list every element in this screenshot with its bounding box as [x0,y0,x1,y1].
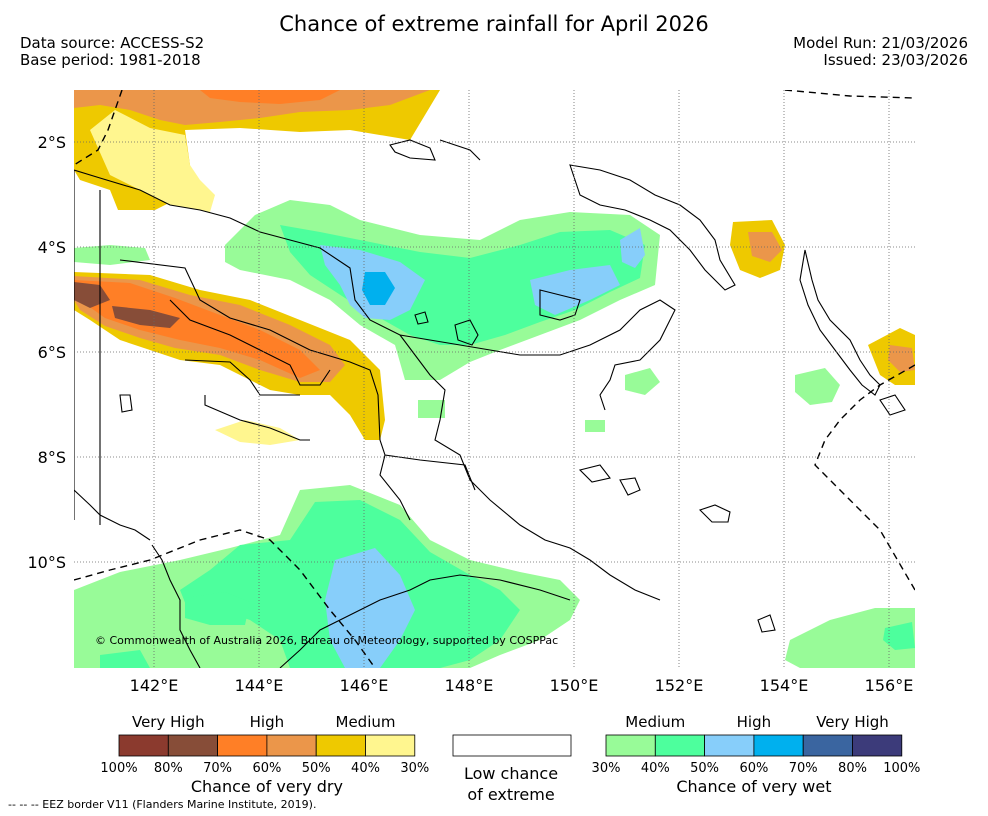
wet-level-label: High [737,713,771,731]
eez-footnote: -- -- -- EEZ border V11 (Flanders Marine… [8,798,317,811]
wet-swatch [654,734,705,757]
wet-tick: 50% [690,761,719,776]
wet-swatch [605,734,656,757]
wet-tick: 80% [838,761,867,776]
lat-tick-label: 10°S [27,553,66,572]
dry-level-label: Medium [336,713,396,731]
wet-swatch [704,734,755,757]
lon-tick-label: 156°E [865,676,914,695]
wet-level-label: Medium [625,713,685,731]
lat-tick-label: 4°S [38,238,66,257]
dry-title: Chance of very dry [191,777,343,796]
base-period: Base period: 1981-2018 [20,51,201,69]
wet-tick: 30% [592,761,621,776]
legend: 100% 80% 70% 60% 50% 40% 30% Very High High Mediu… [100,713,920,804]
wet-swatch [753,734,804,757]
wet-tick: 100% [883,761,920,776]
lat-tick-label: 6°S [38,343,66,362]
dry-swatch [365,734,416,757]
dry-swatch [118,734,169,757]
dry-tick: 70% [203,761,232,776]
wet-swatch [802,734,853,757]
lon-tick-label: 152°E [655,676,704,695]
copyright-notice: © Commonwealth of Australia 2026, Bureau… [95,634,558,647]
wet-regions [74,200,915,668]
data-info: Data source: ACCESS-S2 Base period: 1981… [20,35,204,69]
wet-tick: 40% [641,761,670,776]
neutral-title-line1: Low chance [464,764,558,783]
neutral-title-line2: of extreme [467,785,554,804]
dry-tick: 60% [252,761,281,776]
lat-tick-label: 2°S [38,133,66,152]
dry-tick: 80% [154,761,183,776]
wet-tick: 60% [739,761,768,776]
lon-tick-label: 154°E [760,676,809,695]
dry-tick: 30% [400,761,429,776]
map-layers [74,90,915,668]
graticule [74,90,915,668]
model-run: Model Run: 21/03/2026 [793,34,968,52]
wet-swatch [852,734,903,757]
dry-regions [74,90,915,445]
data-source: Data source: ACCESS-S2 [20,34,205,52]
lon-tick-label: 146°E [340,676,389,695]
wet-title: Chance of very wet [676,777,831,796]
dry-tick: 100% [100,761,137,776]
lat-tick-label: 8°S [38,448,66,467]
wet-level-label: Very High [816,713,889,731]
latitude-ticks: 2°S 4°S 6°S 8°S 10°S [27,133,66,572]
lon-tick-label: 148°E [445,676,494,695]
dry-swatch [315,734,366,757]
run-info: Model Run: 21/03/2026 Issued: 23/03/2026 [793,35,968,69]
dry-swatch [167,734,219,757]
lon-tick-label: 144°E [235,676,284,695]
issued-date: Issued: 23/03/2026 [823,51,968,69]
dry-swatch [217,734,268,757]
coastlines [74,139,906,668]
dry-tick: 40% [351,761,380,776]
longitude-ticks: 142°E 144°E 146°E 148°E 150°E 152°E 154°E 156°E [130,676,914,695]
eez-borders [74,90,915,668]
dry-level-label: High [250,713,284,731]
lon-tick-label: 142°E [130,676,179,695]
page-title: Chance of extreme rainfall for April 202… [279,12,709,36]
wet-tick: 70% [789,761,818,776]
dry-tick: 50% [302,761,331,776]
dry-swatch [266,734,317,757]
neutral-swatch [452,734,572,757]
lon-tick-label: 150°E [550,676,599,695]
dry-level-label: Very High [132,713,205,731]
